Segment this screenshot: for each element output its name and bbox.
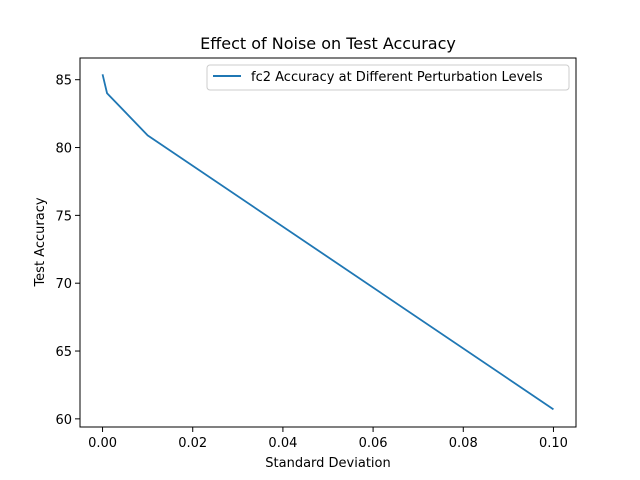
- legend-entry: fc2 Accuracy at Different Perturbation L…: [251, 70, 543, 85]
- y-axis: 60 65 70 75 80 85: [55, 74, 80, 428]
- y-axis-label: Test Accuracy: [33, 197, 48, 287]
- series-layer: [101, 74, 554, 411]
- legend: fc2 Accuracy at Different Perturbation L…: [206, 64, 570, 91]
- y-tick-label: 85: [55, 74, 72, 89]
- y-tick-label: 70: [55, 277, 72, 292]
- y-tick-label: 65: [55, 345, 72, 360]
- x-axis: 0.00 0.02 0.04 0.06 0.08 0.10: [88, 427, 568, 451]
- y-tick-label: 60: [55, 413, 72, 428]
- x-tick-label: 0.06: [359, 436, 388, 451]
- series-line: [101, 74, 554, 411]
- y-tick-label: 80: [55, 142, 72, 157]
- x-tick-label: 0.04: [268, 436, 297, 451]
- x-tick-label: 0.10: [539, 436, 568, 451]
- x-tick-label: 0.08: [449, 436, 478, 451]
- x-tick-label: 0.00: [88, 436, 117, 451]
- plot-frame: [79, 57, 577, 428]
- x-axis-label: Standard Deviation: [265, 456, 390, 471]
- legend-box: [206, 64, 570, 91]
- plot-area: [79, 57, 577, 428]
- chart-title: Effect of Noise on Test Accuracy: [200, 34, 456, 53]
- plot-background: [80, 58, 576, 427]
- y-tick-label: 75: [55, 209, 72, 224]
- x-tick-label: 0.02: [178, 436, 207, 451]
